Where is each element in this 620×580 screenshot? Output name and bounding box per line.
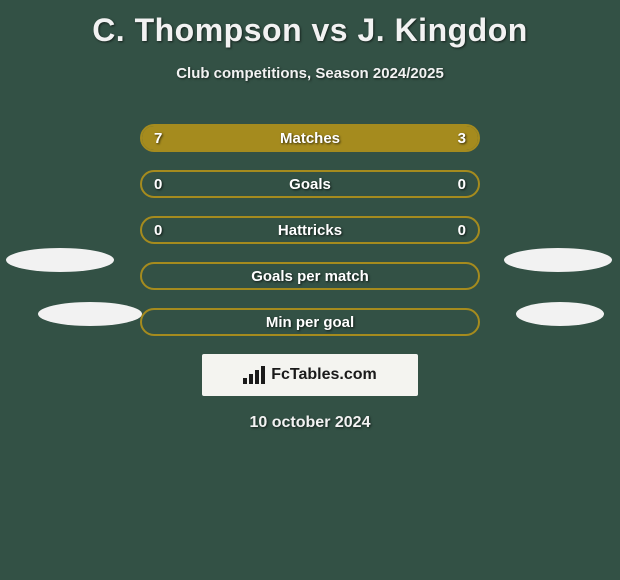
source-logo: FcTables.com: [202, 354, 418, 396]
logo-text: FcTables.com: [271, 366, 377, 384]
page-subtitle: Club competitions, Season 2024/2025: [0, 65, 620, 82]
stat-row-mpg: Min per goal: [140, 308, 480, 336]
comparison-chart: 7 Matches 3 0 Goals 0 0 Hattricks 0 Goal…: [0, 124, 620, 432]
stat-label: Goals: [142, 172, 478, 196]
player-left-marker-1: [6, 248, 114, 272]
stat-label: Matches: [142, 126, 478, 150]
bars-icon: [243, 366, 265, 384]
stat-label: Goals per match: [142, 264, 478, 288]
stat-value-right: 0: [458, 172, 466, 196]
player-right-marker-2: [516, 302, 604, 326]
player-right-marker-1: [504, 248, 612, 272]
page-title: C. Thompson vs J. Kingdon: [0, 0, 620, 49]
stat-label: Min per goal: [142, 310, 478, 334]
stat-value-right: 3: [458, 126, 466, 150]
date-label: 10 october 2024: [0, 414, 620, 432]
player-left-marker-2: [38, 302, 142, 326]
stat-row-matches: 7 Matches 3: [140, 124, 480, 152]
stat-value-right: 0: [458, 218, 466, 242]
stat-row-gpm: Goals per match: [140, 262, 480, 290]
stat-label: Hattricks: [142, 218, 478, 242]
stat-row-goals: 0 Goals 0: [140, 170, 480, 198]
stat-row-hattricks: 0 Hattricks 0: [140, 216, 480, 244]
